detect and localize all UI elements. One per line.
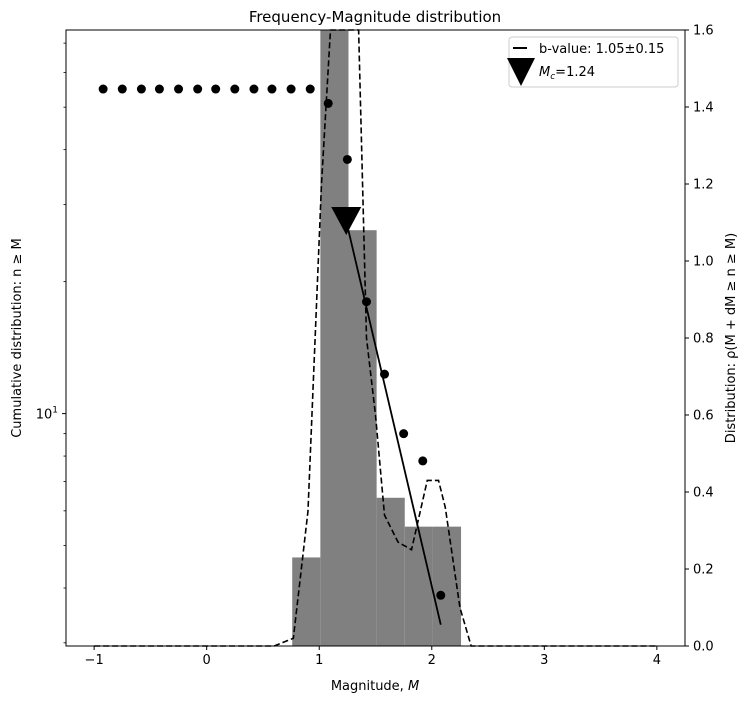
x-axis-ticks: −1 0 1 2 3 4: [85, 646, 661, 668]
mc-triangle: [331, 207, 362, 236]
fit-line: [345, 220, 442, 625]
y-left-major-tick-base: 10: [36, 408, 53, 423]
y-left-major-tick-exp: 1: [52, 406, 58, 416]
cumulative-point-0: [98, 84, 108, 94]
cumulative-point-7: [230, 84, 240, 94]
cumulative-point-4: [174, 84, 184, 94]
y-left-axis-label: Cumulative distribution: n ≥ M: [10, 238, 25, 438]
legend-b-value: b-value: 1.05±0.15: [539, 42, 664, 57]
cumulative-point-12: [323, 98, 333, 108]
cumulative-point-18: [436, 590, 446, 600]
x-axis-label-text: Magnitude,: [331, 679, 408, 694]
y-right-tick-label-1: 0.2: [693, 563, 714, 578]
cumulative-point-16: [399, 429, 409, 439]
histogram-bar-1: [320, 30, 349, 646]
legend: b-value: 1.05±0.15 Mc=1.24: [507, 36, 679, 88]
cumulative-point-3: [154, 84, 164, 94]
histogram-bar-0: [292, 557, 321, 646]
x-tick-label-0: −1: [85, 653, 104, 668]
density-line: [94, 29, 657, 647]
y-left-axis-ticks: 101: [36, 42, 66, 644]
cumulative-point-6: [211, 84, 221, 94]
mc-marker: [331, 207, 362, 236]
legend-mc-var: M: [539, 65, 550, 80]
x-axis-label: Magnitude, M: [331, 679, 419, 694]
cumulative-point-9: [267, 84, 277, 94]
x-tick-label-1: 0: [203, 653, 211, 668]
y-right-axis-label: Distribution: ρ(M + dM ≥ n ≥ M): [724, 233, 739, 443]
y-right-tick-label-6: 1.2: [693, 178, 714, 193]
y-right-tick-label-8: 1.6: [693, 24, 714, 39]
histogram-bar-2: [348, 230, 377, 646]
x-tick-label-4: 3: [540, 653, 548, 668]
cumulative-point-15: [380, 369, 390, 379]
histogram-bar-3: [376, 497, 405, 646]
y-right-tick-label-0: 0.0: [693, 640, 714, 655]
y-left-major-tick-label: 101: [36, 406, 58, 423]
cumulative-point-5: [193, 84, 203, 94]
y-right-tick-label-3: 0.6: [693, 409, 714, 424]
cumulative-point-1: [117, 84, 127, 94]
cumulative-point-17: [418, 456, 428, 466]
cumulative-point-14: [361, 297, 371, 307]
histogram-bars: [292, 30, 462, 646]
y-right-tick-label-5: 1.0: [693, 255, 714, 270]
legend-mc-sub: c: [550, 72, 555, 82]
x-tick-label-5: 4: [653, 653, 661, 668]
x-tick-label-3: 2: [428, 653, 436, 668]
b-value-fit: [345, 220, 442, 625]
cumulative-point-2: [136, 84, 146, 94]
cumulative-point-11: [305, 84, 315, 94]
chart-title: Frequency-Magnitude distribution: [249, 8, 501, 26]
y-right-tick-label-4: 0.8: [693, 332, 714, 347]
cumulative-point-10: [286, 84, 296, 94]
histogram-bar-4: [404, 526, 433, 646]
density-curve: [94, 29, 657, 647]
legend-mc: Mc=1.24: [539, 65, 595, 82]
x-axis-label-var: M: [408, 679, 419, 694]
cumulative-points: [98, 84, 446, 600]
y-right-tick-label-7: 1.4: [693, 101, 714, 116]
cumulative-point-8: [249, 84, 259, 94]
x-tick-label-2: 1: [315, 653, 323, 668]
legend-triangle-swatch: [507, 58, 535, 86]
y-right-tick-label-2: 0.4: [693, 486, 714, 501]
y-right-axis-ticks: 0.0 0.2 0.4 0.6 0.8 1.0 1.2 1.4 1.6: [685, 24, 714, 655]
cumulative-point-13: [342, 154, 352, 164]
legend-mc-value: =1.24: [555, 65, 595, 80]
